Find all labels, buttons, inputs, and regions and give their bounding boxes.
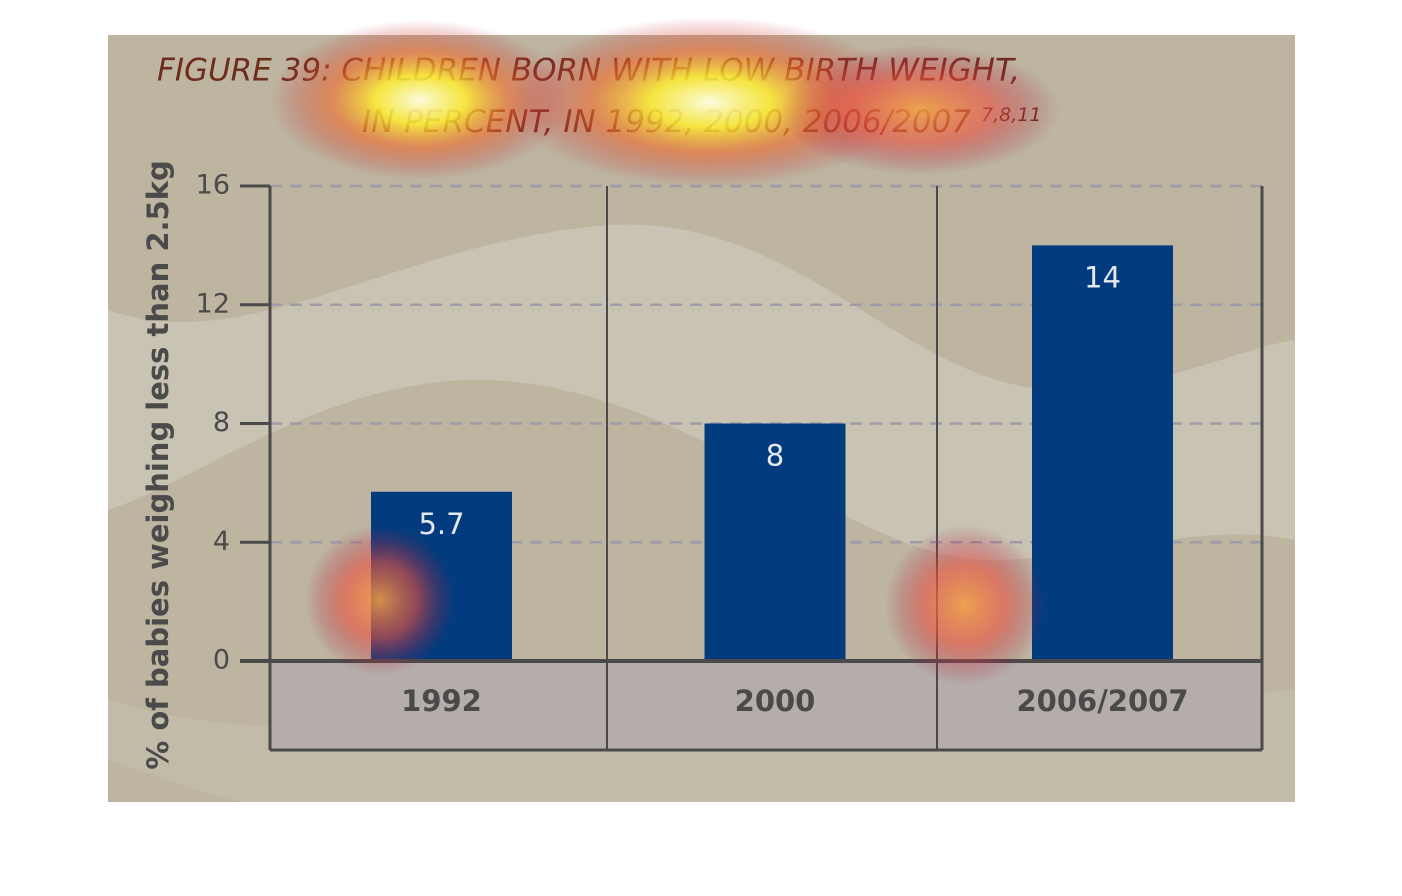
subtitle-superscript: 7,8,11 bbox=[981, 104, 1041, 126]
chart-title: FIGURE 39: CHILDREN BORN WITH LOW BIRTH … bbox=[157, 53, 1020, 89]
bar bbox=[1032, 245, 1173, 661]
y-tick-label: 8 bbox=[213, 407, 230, 438]
subtitle-text: IN PERCENT, IN 1992, 2000, 2006/2007 bbox=[362, 104, 971, 140]
y-axis-label: % of babies weighing less than 2.5kg bbox=[141, 160, 175, 770]
background-wave bbox=[108, 224, 1295, 560]
data-label: 14 bbox=[1084, 260, 1121, 294]
x-tick-label: 2000 bbox=[735, 684, 816, 718]
chart-subtitle: IN PERCENT, IN 1992, 2000, 2006/2007 7,8,… bbox=[362, 104, 1041, 140]
x-tick-label: 1992 bbox=[401, 684, 482, 718]
data-label: 8 bbox=[766, 439, 784, 473]
bar bbox=[704, 423, 846, 661]
category-band bbox=[270, 661, 1262, 750]
y-tick-label: 4 bbox=[213, 526, 230, 557]
x-tick-label: 2006/2007 bbox=[1016, 684, 1188, 718]
data-label: 5.7 bbox=[418, 507, 464, 541]
y-tick-label: 0 bbox=[213, 645, 230, 676]
y-tick-label: 16 bbox=[196, 170, 230, 201]
y-tick-label: 12 bbox=[196, 288, 230, 319]
